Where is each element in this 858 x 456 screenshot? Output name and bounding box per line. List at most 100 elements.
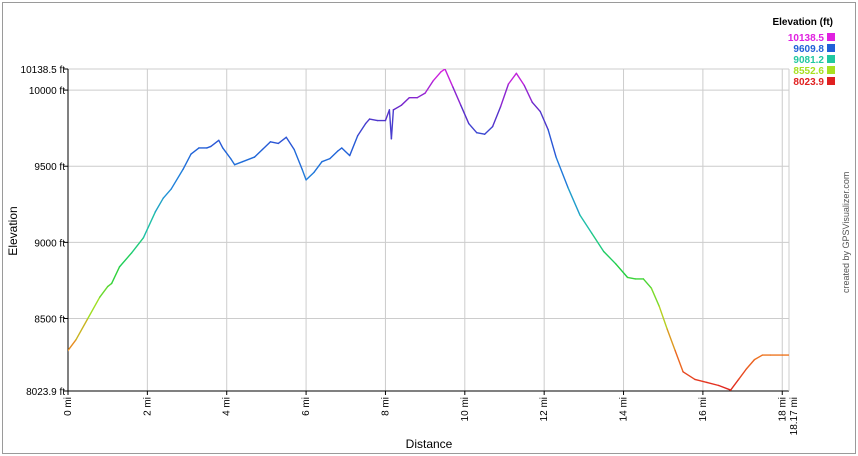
elevation-segment <box>531 101 541 113</box>
elevation-segment <box>229 157 236 166</box>
elevation-segment <box>142 211 156 239</box>
elevation-segment <box>210 139 220 148</box>
x-tick-label: 4 mi <box>222 397 233 416</box>
elevation-segment <box>547 128 557 158</box>
elevation-line <box>68 69 789 391</box>
x-tick-label: 2 mi <box>142 397 153 416</box>
elevation-segment <box>523 84 533 103</box>
elevation-segment <box>753 354 764 361</box>
elevation-segment <box>222 147 232 160</box>
elevation-segment <box>567 186 581 216</box>
y-tick-label: 10138.5 ft <box>21 65 66 76</box>
elevation-segment <box>293 148 303 170</box>
x-tick-label: 10 mi <box>460 397 471 421</box>
elevation-segment <box>452 86 462 107</box>
elevation-segment <box>682 371 696 381</box>
legend-value: 10138.5 <box>788 33 825 44</box>
x-tick-label: 16 mi <box>698 397 709 421</box>
elevation-segment <box>337 147 343 152</box>
x-tick-label: 8 mi <box>380 397 391 416</box>
legend-value: 8552.6 <box>793 66 824 77</box>
elevation-segment <box>313 160 323 174</box>
elevation-segment <box>491 106 502 128</box>
x-tick-label: 18 mi <box>777 397 788 421</box>
elevation-segment <box>642 278 653 289</box>
elevation-segment <box>444 69 454 88</box>
legend-swatch <box>827 77 835 85</box>
x-axis-ticks: 0 mi 2 mi 4 mi 6 mi 8 mi 10 mi 12 mi 14 mi 16 mi… <box>63 391 800 435</box>
elevation-segment <box>650 287 660 308</box>
elevation-segment <box>106 282 113 288</box>
elevation-segment <box>253 148 264 158</box>
elevation-chart: 8023.9 ft 8500 ft 9000 ft 9500 ft 10000 ft 10… <box>6 17 851 451</box>
x-axis-title: Distance <box>406 437 453 451</box>
elevation-segment <box>110 266 121 285</box>
elevation-segment <box>162 188 172 199</box>
elevation-segment <box>579 214 593 234</box>
elevation-segment <box>182 153 192 170</box>
elevation-segment <box>745 358 756 370</box>
elevation-segment <box>384 109 391 122</box>
y-tick-label: 8023.9 ft <box>26 387 65 398</box>
elevation-segment <box>507 72 518 85</box>
x-tick-label: 0 mi <box>63 397 74 416</box>
legend: Elevation (ft) 10138.59609.89081.28552.6… <box>772 17 835 88</box>
elevation-segment <box>416 92 426 99</box>
elevation-segment <box>476 132 486 135</box>
elevation-segment <box>75 317 89 341</box>
y-tick-label: 10000 ft <box>29 86 65 97</box>
elevation-segment <box>694 378 708 384</box>
elevation-segment <box>658 305 668 330</box>
elevation-segment <box>305 171 315 181</box>
plot-area <box>68 69 789 391</box>
legend-swatch <box>827 44 835 52</box>
elevation-segment <box>190 147 200 155</box>
legend-swatch <box>827 66 835 74</box>
elevation-segment <box>602 250 617 265</box>
elevation-segment <box>674 349 684 373</box>
elevation-segment <box>666 328 676 352</box>
elevation-segment <box>468 122 478 134</box>
y-tick-label: 9000 ft <box>34 238 65 249</box>
elevation-segment <box>483 125 494 135</box>
elevation-segment <box>99 285 109 298</box>
elevation-segment <box>154 197 164 213</box>
elevation-segment <box>241 156 256 163</box>
elevation-segment <box>218 139 224 149</box>
credit-text: created by GPSVisualizer.com <box>841 172 851 293</box>
legend-value: 9609.8 <box>793 44 824 55</box>
elevation-segment <box>130 237 145 254</box>
elevation-segment <box>626 276 637 280</box>
elevation-segment <box>118 252 133 268</box>
elevation-segment <box>392 104 403 111</box>
x-tick-label: 6 mi <box>301 397 312 416</box>
x-end-label: 18.17 mi <box>789 397 800 435</box>
elevation-segment <box>170 168 184 190</box>
elevation-segment <box>341 147 351 157</box>
elevation-segment <box>349 135 359 157</box>
elevation-segment <box>539 110 549 131</box>
elevation-segment <box>390 109 395 140</box>
elevation-segment <box>729 378 740 391</box>
elevation-segment <box>499 83 510 108</box>
elevation-segment <box>356 122 367 137</box>
elevation-segment <box>364 118 371 125</box>
elevation-segment <box>424 80 434 94</box>
elevation-segment <box>87 296 101 320</box>
y-tick-label: 8500 ft <box>34 315 65 326</box>
elevation-segment <box>440 69 446 73</box>
elevation-segment <box>269 141 280 145</box>
elevation-segment <box>261 141 272 151</box>
elevation-segment <box>400 97 410 107</box>
elevation-segment <box>206 145 212 149</box>
elevation-segment <box>515 72 526 87</box>
elevation-segment <box>233 160 244 166</box>
elevation-segment <box>591 232 605 253</box>
elevation-segment <box>718 384 732 391</box>
y-axis-ticks: 8023.9 ft 8500 ft 9000 ft 9500 ft 10000 ft 10… <box>21 65 68 398</box>
elevation-segment <box>329 150 339 160</box>
y-tick-label: 9500 ft <box>34 162 65 173</box>
y-axis-title: Elevation <box>6 206 20 255</box>
elevation-segment <box>277 136 287 145</box>
